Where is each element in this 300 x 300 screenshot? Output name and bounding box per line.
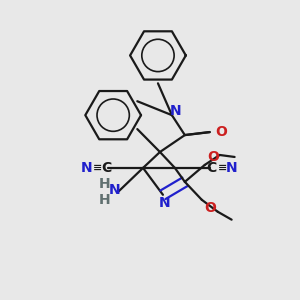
Text: O: O bbox=[204, 201, 216, 215]
Text: ≡: ≡ bbox=[218, 163, 227, 173]
Text: C: C bbox=[207, 161, 217, 175]
Text: O: O bbox=[216, 125, 228, 139]
Text: N: N bbox=[226, 161, 237, 175]
Text: H: H bbox=[98, 177, 110, 191]
Text: H: H bbox=[98, 193, 110, 207]
Text: N: N bbox=[159, 196, 171, 210]
Text: N: N bbox=[80, 161, 92, 175]
Text: O: O bbox=[207, 150, 219, 164]
Text: ≡: ≡ bbox=[93, 163, 102, 173]
Text: N: N bbox=[170, 104, 182, 118]
Text: C: C bbox=[101, 161, 111, 175]
Text: N: N bbox=[108, 183, 120, 197]
